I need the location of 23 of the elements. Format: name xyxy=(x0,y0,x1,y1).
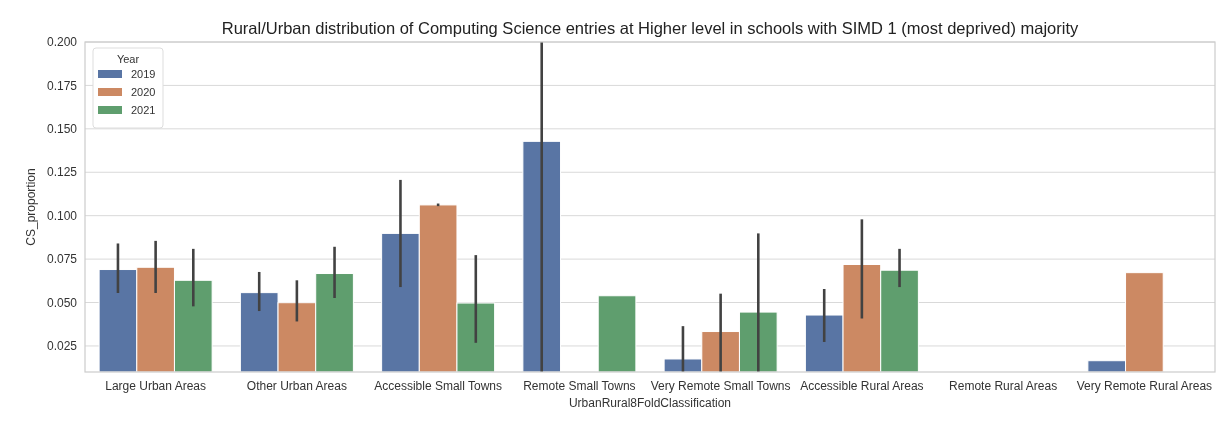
y-tick-label: 0.200 xyxy=(46,35,78,50)
x-tick-label: Accessible Small Towns xyxy=(374,379,503,393)
y-tick-label: 0.175 xyxy=(46,78,78,93)
x-tick-label: Very Remote Rural Areas xyxy=(1076,379,1213,393)
y-tick-label: 0.075 xyxy=(46,252,78,267)
x-tick-label: Remote Rural Areas xyxy=(949,379,1058,393)
y-tick-label: 0.100 xyxy=(46,208,78,223)
legend-title: Year xyxy=(116,53,140,65)
x-tick-label: Large Urban Areas xyxy=(105,379,206,393)
x-tick-label: Very Remote Small Towns xyxy=(650,379,791,393)
x-axis-title: UrbanRural8FoldClassification xyxy=(568,396,732,410)
x-tick-label: Remote Small Towns xyxy=(523,379,636,393)
legend-label: 2019 xyxy=(131,68,156,80)
y-axis-title: CS_proportion xyxy=(24,168,38,246)
chart-title: Rural/Urban distribution of Computing Science entries at Higher level in schools with SIMD 1 (most deprived) majority xyxy=(221,19,1080,37)
x-tick-label: Accessible Rural Areas xyxy=(800,379,924,393)
y-tick-label: 0.125 xyxy=(46,165,78,180)
legend-label: 2020 xyxy=(131,86,156,98)
legend-label: 2021 xyxy=(131,104,156,116)
x-tick-label: Other Urban Areas xyxy=(246,379,347,393)
y-tick-label: 0.150 xyxy=(46,122,78,137)
y-tick-label: 0.050 xyxy=(46,295,78,310)
y-tick-label: 0.025 xyxy=(46,339,78,354)
